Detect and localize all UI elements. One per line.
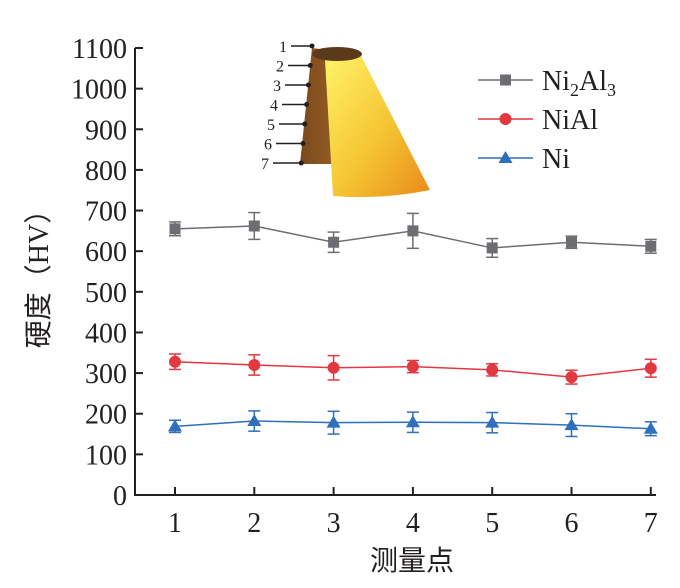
x-tick-label: 1 xyxy=(168,508,182,539)
data-point-ni xyxy=(326,415,341,428)
series-ni2al3 xyxy=(169,211,657,259)
x-tick-label: 5 xyxy=(485,508,499,539)
data-point-ni2al3 xyxy=(645,240,657,252)
legend-label-ni: Ni xyxy=(542,144,570,175)
x-tick-label: 3 xyxy=(327,508,341,539)
inset-label: 7 xyxy=(261,156,269,173)
data-point-ni2al3 xyxy=(328,236,340,248)
y-tick-label: 500 xyxy=(85,278,127,309)
inset-label: 1 xyxy=(279,39,287,56)
data-point-nial xyxy=(565,371,578,384)
legend-label-part: 3 xyxy=(607,80,616,100)
legend-item-ni2al3: Ni2Al3 xyxy=(478,66,616,100)
y-tick-label: 400 xyxy=(85,318,127,349)
inset-leader-dot xyxy=(300,141,306,146)
legend-marker-ni2al3 xyxy=(500,74,511,86)
inset-leader-dot xyxy=(305,82,311,88)
cone-inset-illustration: 1 2 3 4 5 6 7 xyxy=(261,39,432,200)
inset-leader-dot xyxy=(302,121,308,127)
cone-top-face xyxy=(312,47,362,61)
data-point-nial xyxy=(169,355,181,368)
inset-leader-dot xyxy=(307,63,313,68)
y-tick-label: 0 xyxy=(113,481,127,512)
legend-marker-nial xyxy=(499,113,512,125)
legend-label-part: Al xyxy=(579,66,607,97)
data-point-nial xyxy=(644,362,657,375)
legend-marker-ni xyxy=(498,151,513,163)
y-tick-label: 1000 xyxy=(71,75,127,106)
data-point-ni xyxy=(247,414,262,427)
data-point-ni xyxy=(485,415,500,428)
legend-label-nial: NiAl xyxy=(542,105,598,136)
legend-label-ni2al3: Ni2Al3 xyxy=(542,66,616,100)
inset-leader-dot xyxy=(304,102,310,107)
series-nial xyxy=(169,353,657,385)
x-tick-label: 4 xyxy=(406,508,420,539)
data-point-ni xyxy=(564,418,579,431)
data-point-ni2al3 xyxy=(486,242,498,254)
data-point-nial xyxy=(406,360,419,373)
x-axis-label: 测量点 xyxy=(370,546,454,577)
data-point-ni xyxy=(643,421,658,434)
data-point-ni xyxy=(405,415,420,428)
inset-label: 6 xyxy=(264,137,272,154)
y-tick-label: 100 xyxy=(85,440,127,471)
data-point-ni xyxy=(168,419,182,432)
data-point-ni2al3 xyxy=(407,225,419,237)
data-point-nial xyxy=(486,363,499,376)
y-tick-label: 900 xyxy=(85,115,127,146)
cone-body-gold xyxy=(325,53,430,198)
y-tick-label: 1100 xyxy=(72,34,127,65)
data-point-ni2al3 xyxy=(169,223,181,235)
y-tick-label: 300 xyxy=(85,359,127,390)
y-tick-label: 700 xyxy=(85,197,127,228)
inset-label: 3 xyxy=(273,78,281,95)
x-tick-label: 2 xyxy=(247,508,261,539)
legend-item-nial: NiAl xyxy=(478,105,598,136)
data-point-nial xyxy=(327,361,340,374)
y-axis-label: 硬度（HV） xyxy=(23,196,55,348)
y-tick-label: 800 xyxy=(85,156,127,187)
inset-label: 2 xyxy=(276,59,284,76)
data-point-ni2al3 xyxy=(248,220,260,232)
y-tick-label: 600 xyxy=(85,237,127,268)
inset-label: 4 xyxy=(270,98,278,115)
inset-label: 5 xyxy=(267,117,275,134)
x-tick-label: 7 xyxy=(644,508,658,539)
axes: 0 100 200 300 400 500 600 700 800 900 1000 1100 1 2 3… xyxy=(71,34,658,539)
legend-item-ni: Ni xyxy=(478,144,570,175)
x-tick-label: 6 xyxy=(565,508,579,539)
inset-leader-dot xyxy=(298,160,304,166)
data-point-nial xyxy=(248,358,261,371)
legend-label-part: 2 xyxy=(570,80,579,100)
series-layer xyxy=(168,211,658,438)
data-point-ni2al3 xyxy=(566,236,577,248)
series-ni xyxy=(168,410,658,438)
inset-leader-dot xyxy=(309,43,315,49)
y-tick-label: 200 xyxy=(85,400,127,431)
legend-label-part: Ni xyxy=(542,66,570,97)
